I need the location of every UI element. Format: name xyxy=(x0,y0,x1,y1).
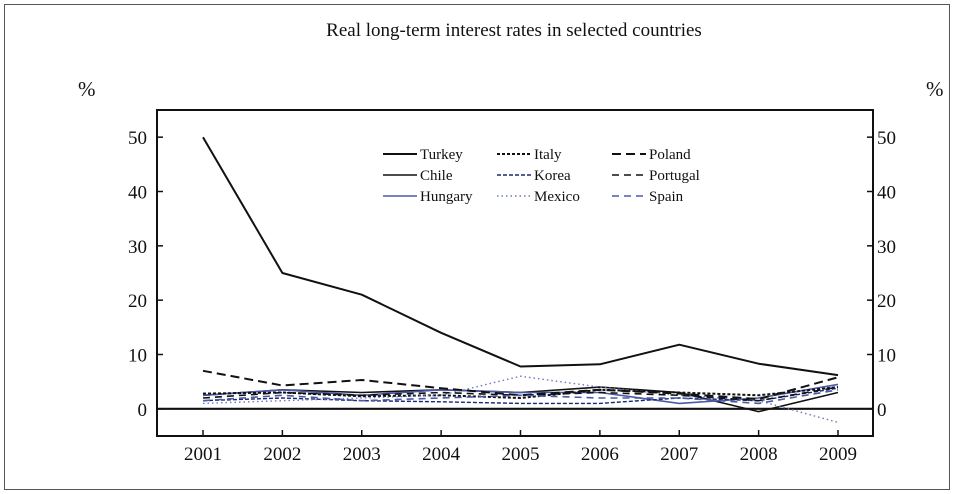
x-tick-label: 2005 xyxy=(502,444,540,465)
legend-label-poland: Poland xyxy=(649,147,691,163)
left-axis-unit: % xyxy=(78,77,96,101)
series-line-spain xyxy=(202,389,839,405)
y-tick-label-left: 10 xyxy=(128,346,147,367)
y-tick-label-left: 0 xyxy=(138,400,148,421)
x-tick-label: 2008 xyxy=(740,444,778,465)
x-tick-label: 2002 xyxy=(263,444,301,465)
x-tick-label: 2006 xyxy=(581,444,619,465)
series-line-italy xyxy=(202,386,839,399)
legend-label-italy: Italy xyxy=(534,147,562,163)
legend-label-spain: Spain xyxy=(649,189,684,205)
y-tick-label-left: 40 xyxy=(128,183,147,204)
y-tick-label-left: 30 xyxy=(128,237,147,258)
y-tick-label-right: 0 xyxy=(877,400,887,421)
x-tick-label: 2009 xyxy=(819,444,857,465)
y-tick-label-left: 20 xyxy=(128,291,147,312)
y-tick-label-right: 20 xyxy=(877,291,896,312)
legend-label-portugal: Portugal xyxy=(649,168,700,184)
chart-frame xyxy=(4,4,950,490)
series-line-mexico xyxy=(202,375,839,424)
x-tick-label: 2004 xyxy=(422,444,461,465)
series-lines xyxy=(202,136,839,424)
chart-title: Real long-term interest rates in selecte… xyxy=(326,20,702,41)
legend-label-chile: Chile xyxy=(420,168,453,184)
y-tick-label-right: 40 xyxy=(877,183,896,204)
x-tick-label: 2003 xyxy=(343,444,381,465)
plot-border xyxy=(156,109,874,437)
x-tick-label: 2007 xyxy=(660,444,698,465)
legend-label-hungary: Hungary xyxy=(420,189,473,205)
y-tick-label-left: 50 xyxy=(128,128,147,149)
legend-label-korea: Korea xyxy=(534,168,571,184)
legend-label-turkey: Turkey xyxy=(420,147,463,163)
legend-label-mexico: Mexico xyxy=(534,189,580,205)
series-line-turkey xyxy=(202,136,839,377)
x-tick-label: 2001 xyxy=(184,444,222,465)
legend: Turkey Chile Hungary Italy Korea Mexico Poland… xyxy=(383,147,700,205)
y-tick-label-right: 50 xyxy=(877,128,896,149)
right-axis-unit: % xyxy=(926,77,944,101)
y-tick-label-right: 10 xyxy=(877,346,896,367)
series-line-korea xyxy=(202,387,839,405)
plot-axes: 0 0 10 10 20 20 30 30 40 40 50 50 2001 2002 2003 2004 20… xyxy=(128,109,896,465)
y-tick-label-right: 30 xyxy=(877,237,896,258)
